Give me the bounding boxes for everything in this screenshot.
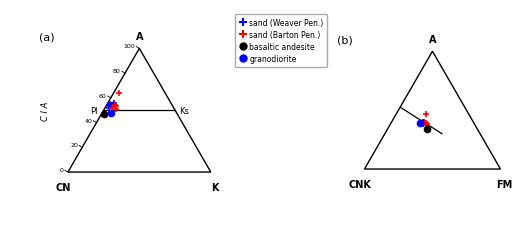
Text: 60: 60 — [99, 93, 106, 98]
Text: 100: 100 — [123, 44, 135, 49]
Text: CN: CN — [56, 182, 72, 192]
Text: A: A — [429, 35, 436, 45]
Text: 80: 80 — [113, 69, 121, 74]
Text: 40: 40 — [85, 118, 92, 123]
Text: Ks: Ks — [179, 106, 189, 115]
Text: CNK: CNK — [349, 179, 372, 189]
Text: (a): (a) — [39, 32, 55, 42]
Legend: sand (Weaver Pen.), sand (Barton Pen.), basaltic andesite, granodiorite: sand (Weaver Pen.), sand (Barton Pen.), … — [235, 15, 327, 67]
Text: (b): (b) — [337, 35, 353, 45]
Text: FM: FM — [496, 179, 513, 189]
Text: C I A: C I A — [41, 101, 50, 120]
Text: Pl: Pl — [91, 106, 98, 115]
Text: 0: 0 — [60, 167, 64, 172]
Text: A: A — [136, 32, 143, 42]
Text: K: K — [211, 182, 219, 192]
Text: 20: 20 — [70, 143, 78, 148]
